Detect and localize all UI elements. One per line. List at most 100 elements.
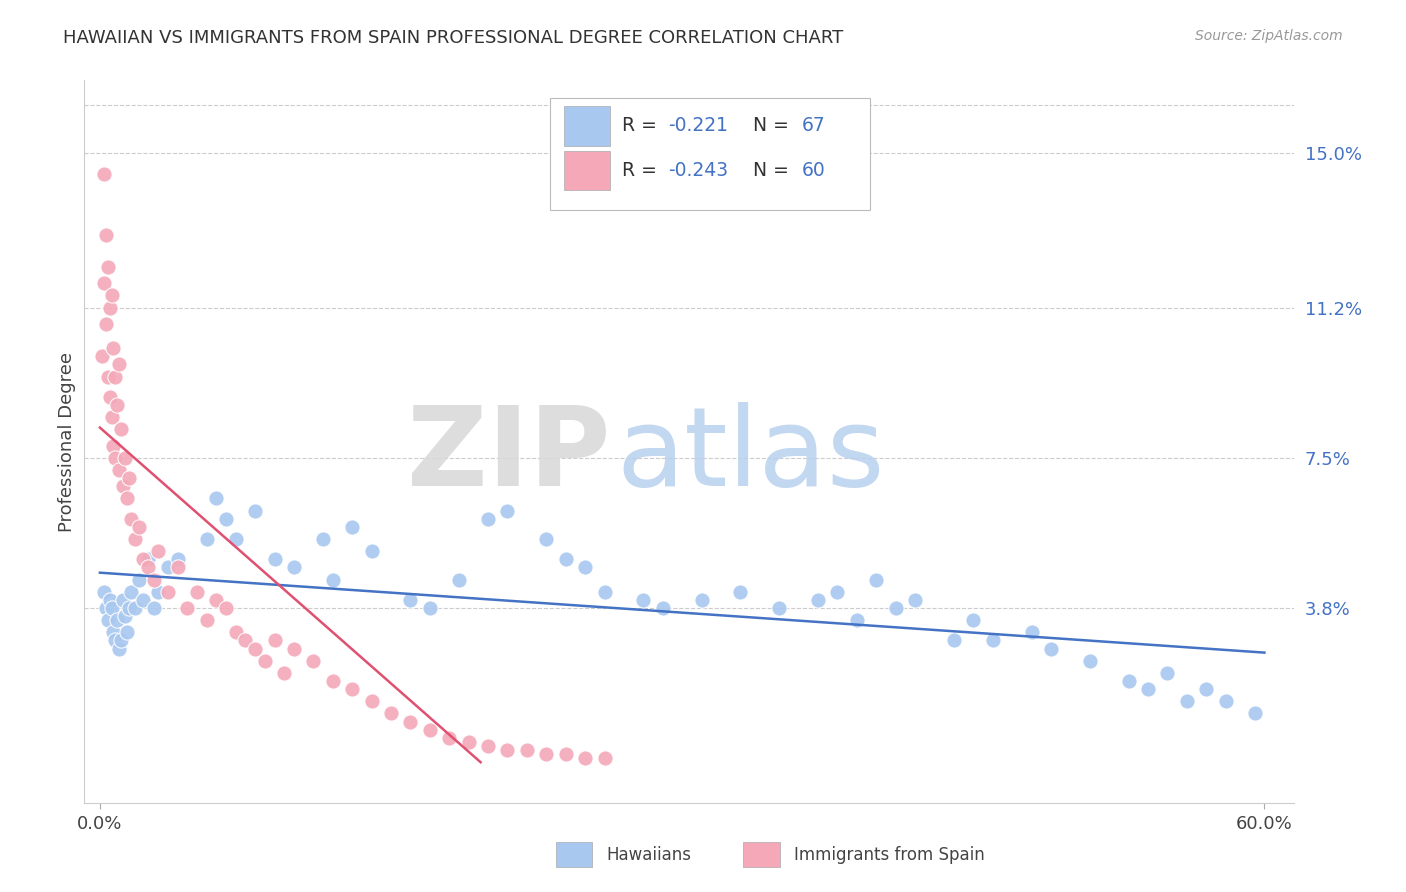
Point — [118, 471, 141, 485]
Point — [225, 532, 247, 546]
Point — [360, 694, 382, 708]
Point — [94, 317, 117, 331]
Point — [97, 369, 120, 384]
Point — [574, 751, 596, 765]
Point — [103, 341, 125, 355]
Text: atlas: atlas — [616, 402, 884, 509]
Point — [827, 584, 849, 599]
Point — [138, 560, 160, 574]
Point — [103, 439, 125, 453]
Point — [322, 673, 344, 688]
Point — [108, 641, 131, 656]
Point — [120, 511, 142, 525]
Point — [98, 592, 121, 607]
Point — [225, 625, 247, 640]
FancyBboxPatch shape — [550, 98, 870, 211]
Point — [1215, 694, 1237, 708]
Text: R =: R = — [623, 161, 664, 180]
Text: 67: 67 — [801, 116, 825, 136]
Point — [146, 584, 169, 599]
Point — [690, 592, 713, 607]
Point — [166, 560, 188, 574]
Point — [1156, 665, 1178, 680]
Point — [215, 511, 238, 525]
Point — [156, 560, 179, 574]
Point — [90, 349, 112, 363]
Point — [118, 601, 141, 615]
Point — [104, 450, 127, 465]
Point — [103, 625, 125, 640]
Text: HAWAIIAN VS IMMIGRANTS FROM SPAIN PROFESSIONAL DEGREE CORRELATION CHART: HAWAIIAN VS IMMIGRANTS FROM SPAIN PROFES… — [63, 29, 844, 46]
Text: 60: 60 — [801, 161, 825, 180]
Point — [283, 560, 305, 574]
Text: N =: N = — [754, 116, 794, 136]
Point — [380, 706, 402, 721]
Point — [100, 288, 122, 302]
Point — [195, 613, 218, 627]
Point — [1243, 706, 1265, 721]
Text: Source: ZipAtlas.com: Source: ZipAtlas.com — [1195, 29, 1343, 43]
Point — [554, 747, 576, 761]
Point — [283, 641, 305, 656]
Point — [419, 601, 441, 615]
Point — [120, 584, 142, 599]
Point — [322, 573, 344, 587]
Point — [143, 573, 166, 587]
Point — [243, 641, 266, 656]
Point — [496, 743, 519, 757]
Text: Immigrants from Spain: Immigrants from Spain — [794, 846, 984, 863]
Point — [124, 532, 146, 546]
Point — [1195, 682, 1218, 697]
Text: -0.243: -0.243 — [668, 161, 728, 180]
Point — [94, 601, 117, 615]
Point — [110, 422, 132, 436]
Point — [536, 532, 558, 546]
Point — [205, 592, 228, 607]
Text: ZIP: ZIP — [406, 402, 610, 509]
Point — [730, 584, 752, 599]
Point — [110, 633, 132, 648]
Point — [186, 584, 208, 599]
FancyBboxPatch shape — [564, 151, 610, 191]
Point — [536, 747, 558, 761]
Point — [302, 654, 325, 668]
Point — [105, 398, 128, 412]
Point — [94, 227, 117, 242]
Point — [253, 654, 276, 668]
Point — [593, 751, 616, 765]
Text: N =: N = — [754, 161, 794, 180]
FancyBboxPatch shape — [555, 842, 592, 867]
Point — [100, 601, 122, 615]
Point — [1118, 673, 1140, 688]
Point — [128, 520, 150, 534]
Point — [768, 601, 790, 615]
Point — [115, 491, 138, 506]
Point — [1039, 641, 1062, 656]
Point — [574, 560, 596, 574]
Point — [845, 613, 868, 627]
Point — [447, 573, 470, 587]
Point — [593, 584, 616, 599]
Point — [124, 601, 146, 615]
Point — [215, 601, 238, 615]
Point — [105, 613, 128, 627]
Point — [138, 552, 160, 566]
Point — [100, 410, 122, 425]
Point — [195, 532, 218, 546]
Point — [263, 633, 285, 648]
Text: R =: R = — [623, 116, 664, 136]
Point — [205, 491, 228, 506]
Point — [1078, 654, 1101, 668]
Y-axis label: Professional Degree: Professional Degree — [58, 351, 76, 532]
Point — [651, 601, 673, 615]
Point — [340, 520, 363, 534]
Point — [273, 665, 295, 680]
Point — [143, 601, 166, 615]
Point — [108, 358, 131, 372]
Point — [399, 592, 422, 607]
Point — [942, 633, 965, 648]
Point — [360, 544, 382, 558]
Point — [496, 503, 519, 517]
Point — [399, 714, 422, 729]
Point — [1175, 694, 1198, 708]
